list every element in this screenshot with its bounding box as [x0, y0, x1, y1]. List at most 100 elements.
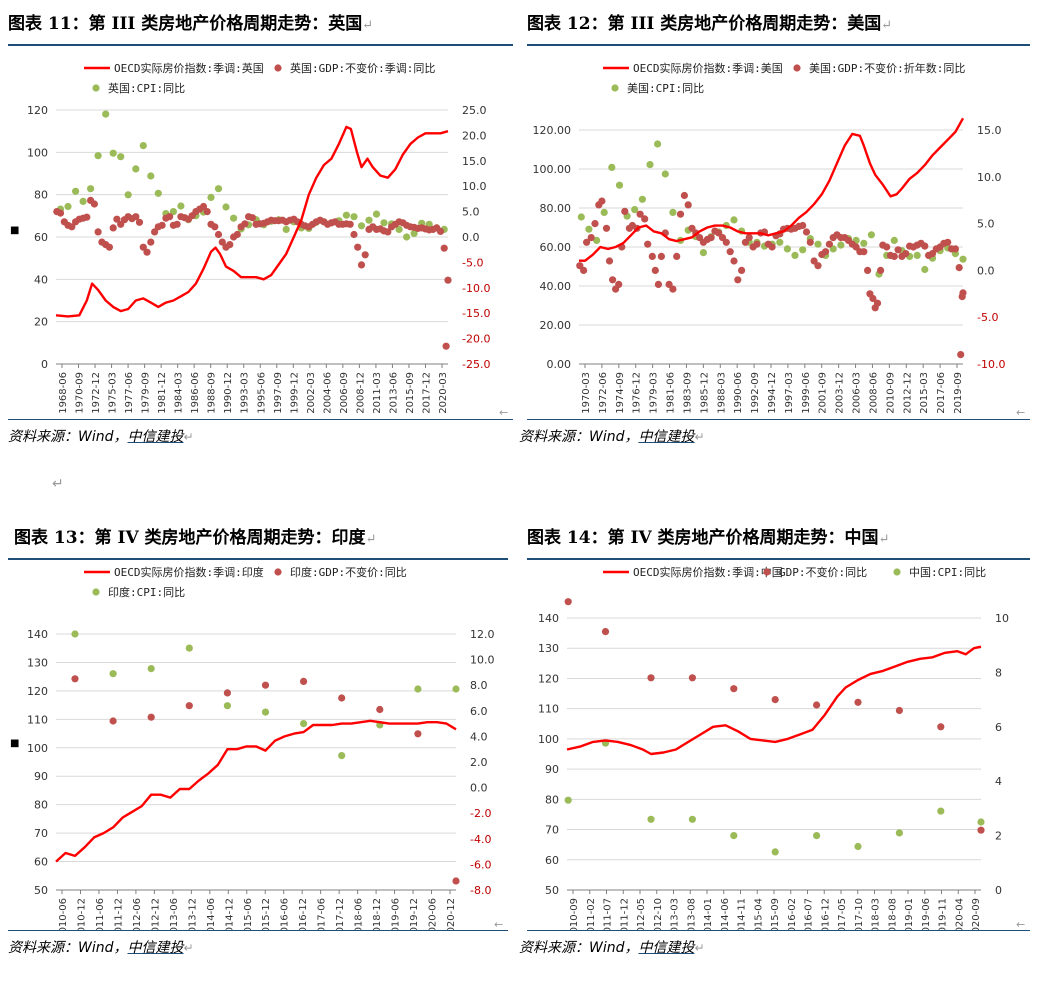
- y-right-tick-label: 5.0: [462, 206, 480, 219]
- gdp-point: [583, 238, 591, 246]
- x-tick-label: 2004-06: [322, 372, 333, 414]
- source-note: 资料来源：Wind，中信建投↵: [519, 429, 705, 445]
- x-tick-label: 1977-06: [124, 372, 135, 414]
- cpi-point: [357, 222, 366, 230]
- y-left-tick-label: 110: [27, 713, 48, 726]
- cpi-point: [87, 185, 95, 193]
- gdp-point: [300, 677, 308, 685]
- y-right-tick-label: 15.0: [977, 124, 1002, 137]
- x-tick-label: 2018-12: [372, 898, 383, 930]
- gdp-point: [745, 234, 753, 242]
- y-right-tick-label: 2.0: [470, 756, 488, 769]
- x-tick-label: 2016-02: [787, 898, 798, 930]
- y-left-tick-label: 100: [27, 742, 48, 755]
- gdp-point: [673, 252, 681, 260]
- legend-line-label: OECD实际房价指数:季调:印度: [114, 565, 264, 579]
- gdp-point: [959, 289, 967, 297]
- gdp-point: [654, 280, 662, 288]
- x-tick-label: 2016-12: [298, 898, 309, 930]
- gdp-point: [860, 248, 868, 256]
- cpi-point: [600, 208, 608, 216]
- title-rule: [527, 558, 1030, 560]
- x-tick-label: 2020-03: [438, 372, 449, 414]
- gdp-point: [799, 221, 807, 230]
- gdp-point: [657, 252, 665, 260]
- y-right-tick-label: -20.0: [462, 333, 490, 346]
- gdp-point: [822, 248, 830, 256]
- y-left-tick-label: 100: [27, 146, 48, 159]
- y-left-tick-label: 130: [27, 656, 48, 669]
- source-rule: [527, 930, 1030, 931]
- y-left-tick-label: 140: [538, 612, 559, 625]
- gdp-point: [951, 245, 959, 253]
- y-right-tick-label: 6: [995, 721, 1002, 734]
- x-tick-label: 2015-03: [919, 372, 930, 414]
- x-tick-label: 2012-12: [902, 372, 913, 414]
- y-left-tick-label: 60: [34, 856, 48, 869]
- gdp-point: [771, 696, 779, 704]
- gdp-point: [346, 220, 354, 228]
- x-tick-label: 2001-09: [818, 372, 829, 414]
- cpi-point: [71, 630, 79, 638]
- x-tick-label: 2013-06: [388, 372, 399, 414]
- gdp-point: [444, 276, 452, 284]
- cpi-point: [776, 238, 784, 246]
- gdp-point: [806, 238, 814, 246]
- legend-gdp-label: 美国:GDP:不变价:折年数:同比: [809, 61, 965, 75]
- y-left-tick-label: 80: [34, 799, 48, 812]
- gdp-point: [730, 257, 738, 265]
- x-tick-label: 2016-07: [804, 898, 815, 930]
- gdp-point: [647, 674, 655, 682]
- source-company: 中信建投: [638, 429, 695, 445]
- x-tick-label: 2015-09: [405, 372, 416, 414]
- cpi-point: [338, 752, 346, 760]
- cpi-point: [185, 644, 193, 652]
- legend-gdp-label: 英国:GDP:不变价:季调:同比: [290, 61, 435, 75]
- stray-bullet: ■: [10, 738, 20, 749]
- source-rule: [8, 419, 513, 420]
- house-price-line: [55, 125, 449, 318]
- cpi-point: [403, 233, 411, 241]
- x-tick-label: 2011-07: [603, 898, 614, 930]
- cpi-point: [214, 185, 223, 193]
- gdp-point: [241, 220, 249, 228]
- cpi-point: [783, 245, 791, 253]
- cpi-point: [837, 241, 845, 249]
- x-tick-label: 2014-06: [206, 898, 217, 930]
- source-note: 资料来源：Wind，中信建投↵: [8, 429, 194, 445]
- gdp-point: [132, 213, 140, 221]
- y-left-tick-label: 70: [34, 827, 48, 840]
- x-tick-label: 1988-09: [207, 372, 218, 414]
- x-tick-label: 1994-12: [767, 372, 778, 414]
- y-left-tick-label: 40: [34, 273, 48, 286]
- y-left-tick-label: 130: [538, 642, 559, 655]
- legend-cpi-swatch: [893, 568, 901, 576]
- gdp-point: [955, 264, 963, 272]
- x-tick-label: 2017-06: [936, 372, 947, 414]
- x-tick-label: 1970-09: [75, 372, 86, 414]
- x-tick-label: 2016-12: [820, 898, 831, 930]
- gdp-point: [223, 689, 231, 697]
- x-tick-label: 1992-09: [750, 372, 761, 414]
- chart-11: 0 20 40 60 80 100 120 -25.0 -20.0 -15.0 -10.0 -5.0 0…: [27, 61, 508, 418]
- cpi-point: [372, 210, 381, 218]
- cpi-point: [890, 236, 898, 244]
- gdp-point: [376, 705, 384, 714]
- x-tick-label: 2012-05: [636, 898, 647, 930]
- y-left-tick-label: 120.00: [533, 124, 572, 137]
- y-right-tick-label: 0: [995, 884, 1002, 897]
- cpi-point: [913, 251, 921, 259]
- gdp-point: [676, 210, 685, 218]
- gdp-point: [354, 243, 362, 251]
- x-tick-label: 2019-06: [921, 898, 932, 930]
- x-tick-label: 1979-03: [649, 372, 660, 414]
- cpi-point: [117, 153, 125, 161]
- gdp-point: [147, 238, 155, 246]
- cpi-point: [654, 140, 662, 148]
- gdp-point: [873, 299, 882, 307]
- cpi-point: [350, 213, 358, 221]
- x-tick-label: 2011-12: [619, 898, 630, 930]
- gdp-point: [199, 202, 208, 211]
- cpi-point: [661, 170, 669, 178]
- corner-return-mark: ←: [499, 406, 508, 418]
